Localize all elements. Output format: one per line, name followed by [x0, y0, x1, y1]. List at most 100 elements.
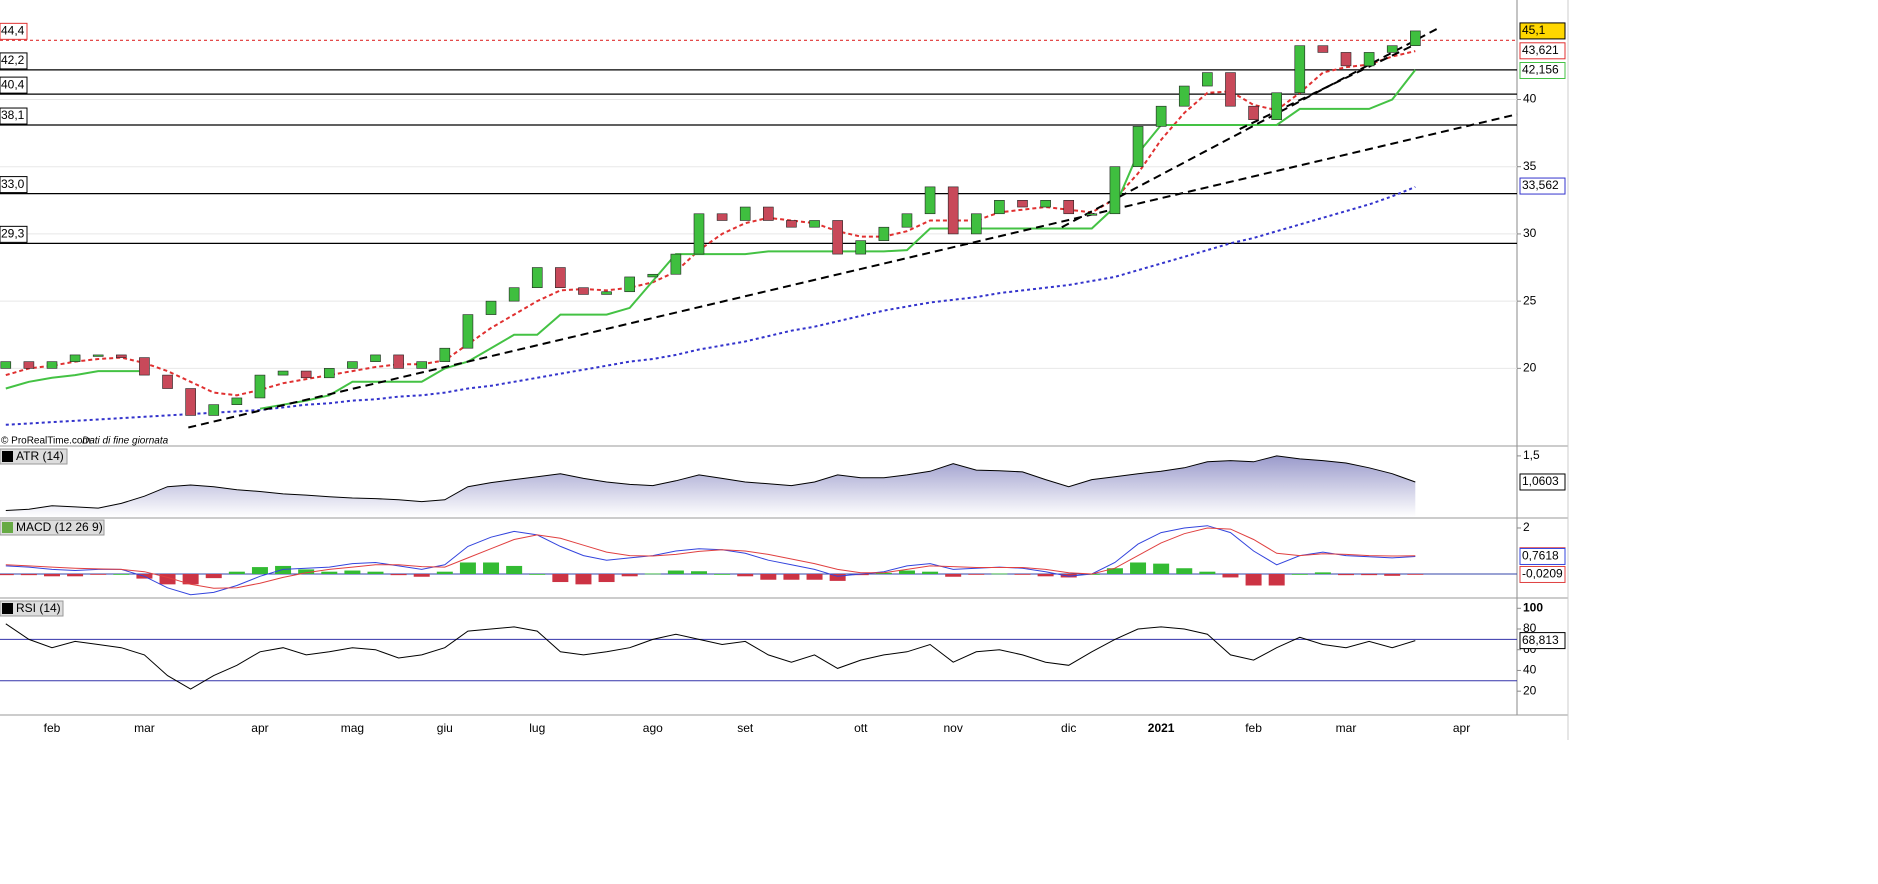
histogram-bar [459, 562, 476, 574]
level-label: 40,4 [1, 77, 25, 91]
y-tick-label: 25 [1523, 293, 1537, 307]
level-label: 29,3 [1, 227, 25, 241]
histogram-bar [1199, 571, 1216, 574]
trend-line [188, 113, 1518, 429]
last-value-box [1519, 177, 1566, 195]
candle [739, 206, 751, 221]
level-box [0, 176, 28, 194]
histogram-bar [1106, 568, 1123, 574]
candle [1225, 72, 1236, 107]
histogram-bar [483, 562, 500, 574]
y-tick-label: 2 [1523, 520, 1530, 534]
candle [439, 347, 451, 362]
last-value-box [1519, 62, 1566, 80]
y-tick-label: 40 [1523, 663, 1537, 677]
x-tick-label: feb [1245, 721, 1262, 735]
candle [1202, 72, 1213, 87]
indicator-line [5, 50, 1416, 397]
histogram-bar [0, 573, 14, 576]
y-tick-label: 20 [1523, 361, 1537, 375]
histogram-bar [298, 569, 315, 574]
indicator-line [5, 370, 145, 390]
level-box [0, 107, 28, 125]
candle [0, 361, 12, 369]
level-label: 42,2 [1, 53, 25, 67]
histogram-bar [275, 565, 292, 574]
last-value-box [1519, 632, 1566, 650]
candle [347, 361, 358, 369]
candle [1410, 30, 1421, 47]
histogram-bar [113, 573, 130, 575]
candle [809, 220, 820, 228]
candle [1386, 45, 1398, 53]
histogram-bar [968, 573, 985, 575]
candle [1271, 92, 1282, 120]
histogram-bar [1338, 573, 1355, 576]
x-tick-label: mar [134, 721, 155, 735]
last-value-label: 43,621 [1522, 43, 1559, 57]
histogram-bar [1014, 573, 1031, 575]
last-value-box [1519, 22, 1566, 40]
x-tick-label: apr [1453, 721, 1470, 735]
candle [1294, 45, 1306, 94]
histogram-bar [737, 573, 754, 577]
last-value-label: 0,7618 [1522, 549, 1559, 563]
histogram-bar [228, 571, 245, 574]
histogram-bar [413, 573, 430, 577]
histogram-bar [1060, 573, 1077, 578]
panel-title-text: RSI (14) [16, 601, 61, 615]
candle [994, 200, 1005, 215]
last-value-label: 45,1 [1522, 23, 1546, 37]
histogram-bar [690, 571, 707, 574]
histogram-bar [251, 567, 268, 574]
last-value-box [1519, 565, 1566, 583]
histogram-bar [806, 573, 823, 580]
x-tick-label: 2021 [1148, 721, 1175, 735]
candle [23, 361, 35, 369]
last-value-box [1519, 547, 1566, 565]
histogram-bar [922, 571, 939, 574]
plot: feb mar apr mag giu lug ago set ott nov dic 2021 feb… [0, 22, 1566, 735]
panel-title-text: ATR (14) [16, 449, 64, 463]
candle [1086, 213, 1098, 216]
histogram-bar [1361, 573, 1378, 576]
candle [69, 354, 81, 362]
panel-title-text: MACD (12 26 9) [16, 520, 103, 534]
candle [231, 397, 243, 405]
candle [116, 354, 127, 358]
candle [300, 370, 312, 379]
histogram-bar [159, 573, 176, 585]
candle [555, 267, 566, 289]
candle [693, 213, 705, 255]
note: © ProRealTime.com [1, 436, 91, 447]
y-tick-label: 100 [1523, 600, 1543, 614]
title-icon [2, 451, 13, 462]
histogram-bar [1384, 573, 1401, 576]
candle [578, 287, 589, 295]
last-value-box [1519, 42, 1566, 60]
histogram-bar [529, 573, 546, 575]
histogram-bar [1153, 563, 1170, 574]
y-tick-label: 20 [1523, 683, 1537, 697]
histogram-bar [852, 573, 869, 576]
title-icon [2, 522, 13, 533]
histogram-bar [1245, 573, 1262, 586]
histogram-bar [760, 573, 777, 580]
candle [901, 213, 913, 228]
histogram-bar [1037, 573, 1054, 577]
last-value-label: 68,813 [1522, 633, 1559, 647]
candle [1040, 200, 1051, 208]
candle [1178, 85, 1190, 107]
level-box [0, 76, 28, 94]
level-label: 44,4 [1, 24, 25, 38]
candle [601, 291, 612, 295]
x-tick-label: mag [341, 721, 364, 735]
candle [624, 276, 635, 293]
last-value-box [1519, 473, 1566, 491]
trend-line [1239, 43, 1416, 130]
trend-line [1061, 26, 1442, 229]
candle [1132, 126, 1144, 168]
histogram-bar [875, 572, 892, 574]
x-tick-label: lug [529, 721, 545, 735]
